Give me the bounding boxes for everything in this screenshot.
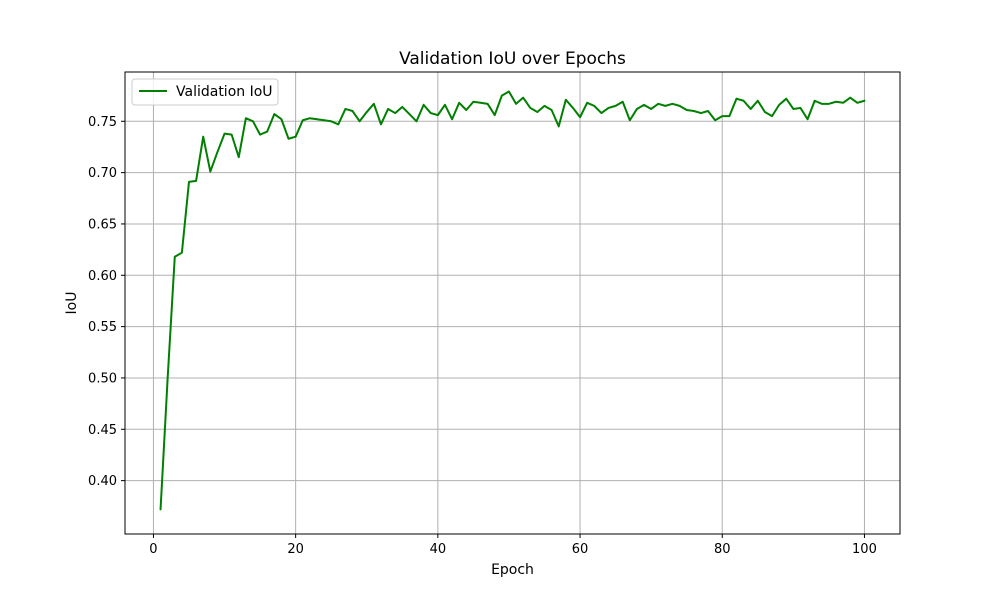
x-tick-label: 20 [287,542,304,557]
y-tick-label: 0.70 [88,166,117,181]
x-tick-label: 100 [852,542,877,557]
x-axis-label: Epoch [491,562,534,578]
y-tick-label: 0.75 [88,115,117,130]
x-tick-label: 60 [572,542,589,557]
series-line-validation-iou [159,90,866,511]
x-tick-label: 80 [714,542,731,557]
y-tick-label: 0.65 [88,217,117,232]
x-axis-ticks: 0 20 40 60 80 100 [149,534,877,557]
plot-frame [124,71,901,535]
legend: Validation IoU [131,78,279,106]
y-tick-label: 0.40 [88,474,117,489]
y-tick-label: 0.55 [88,320,117,335]
y-tick-label: 0.60 [88,269,117,284]
x-tick-label: 0 [149,542,157,557]
grid [125,72,900,534]
y-axis-label: IoU [64,292,80,315]
legend-label: Validation IoU [176,84,273,100]
legend-box [131,78,279,106]
x-tick-label: 40 [430,542,447,557]
y-axis-ticks: 0.40 0.45 0.50 0.55 0.60 0.65 0.70 0.75 [88,115,125,489]
chart-title: Validation IoU over Epochs [399,49,626,69]
series-layer [159,90,866,511]
y-tick-label: 0.50 [88,371,117,386]
y-tick-label: 0.45 [88,423,117,438]
